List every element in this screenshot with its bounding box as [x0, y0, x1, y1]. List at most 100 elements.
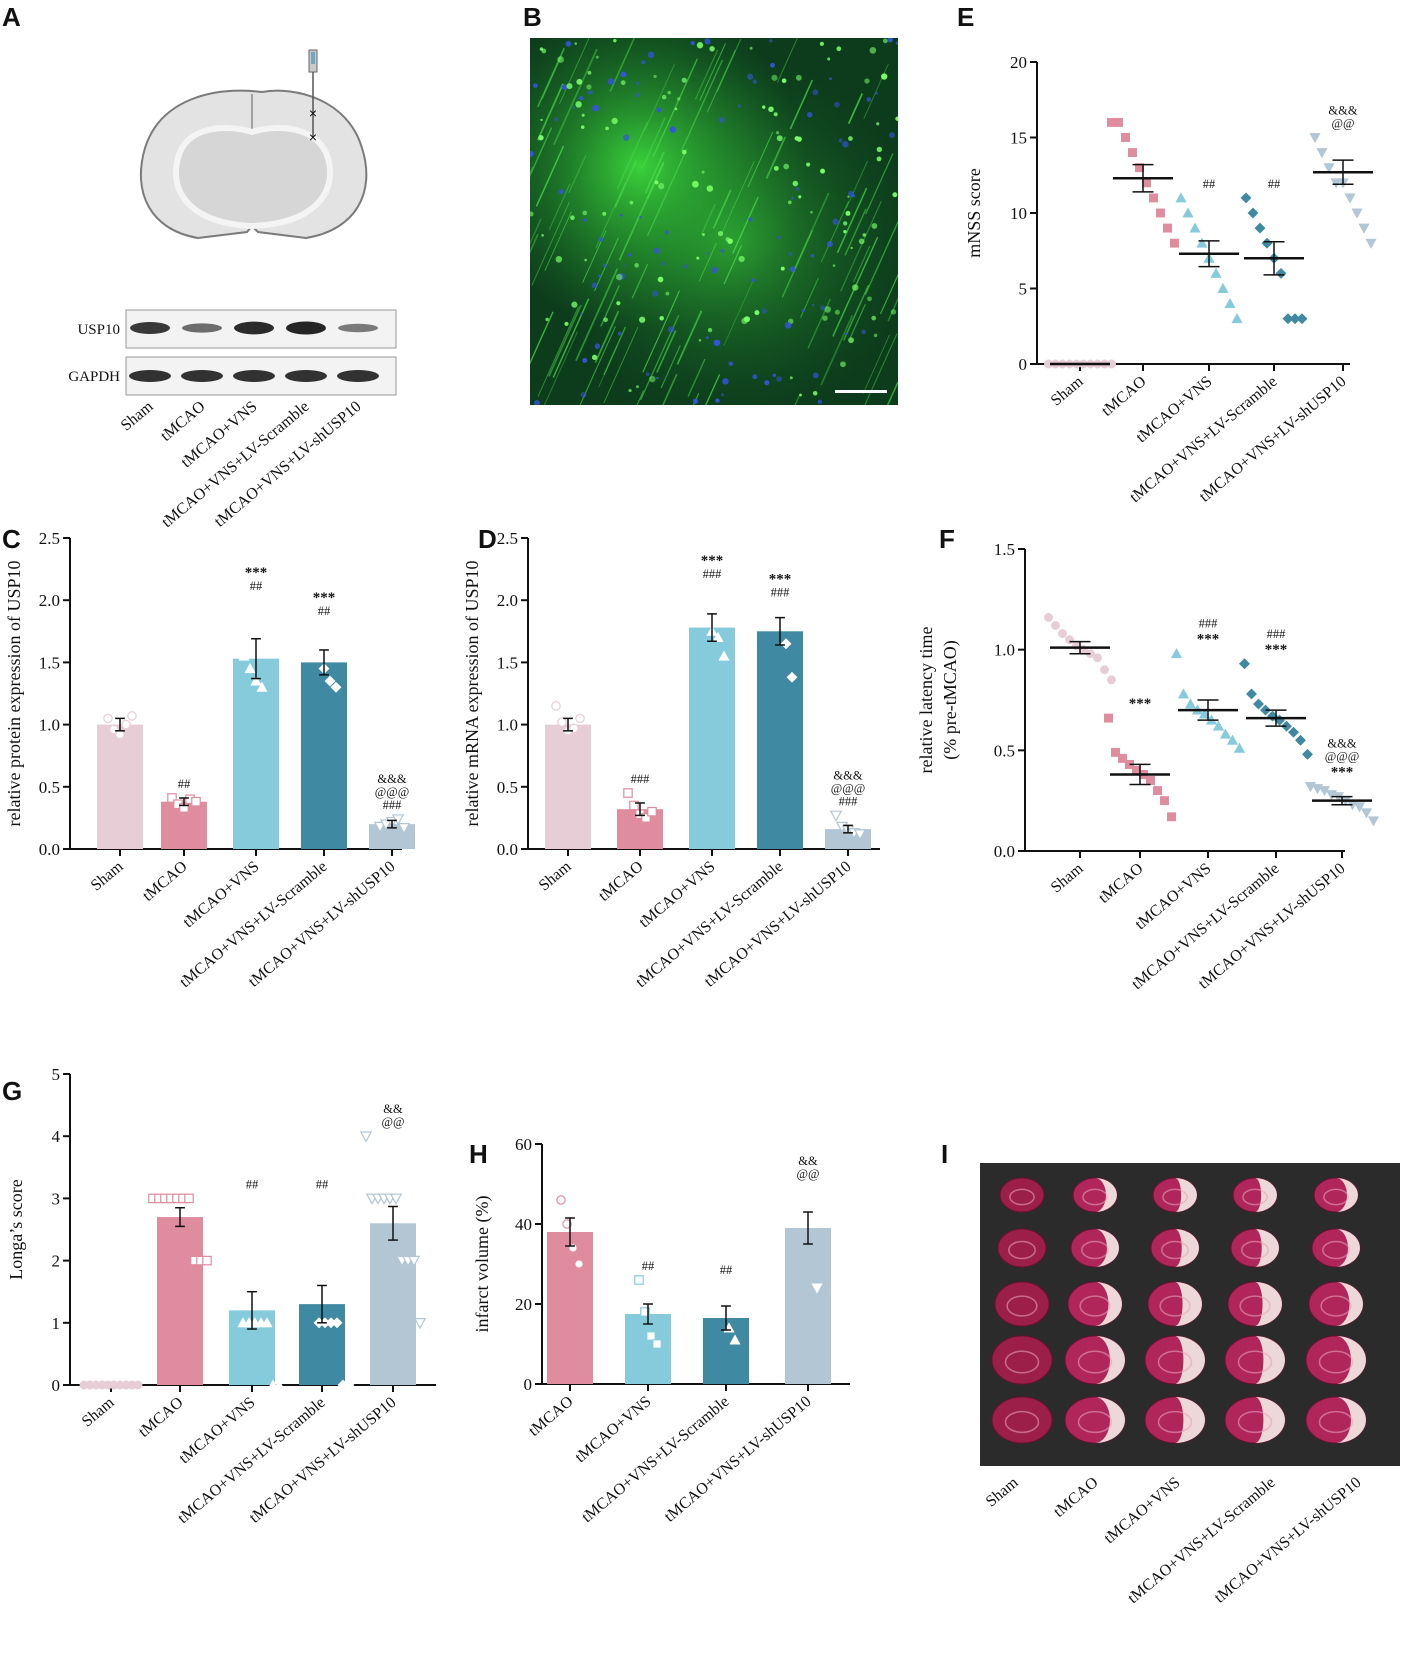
neurite	[843, 285, 870, 341]
significance-annotation: ###	[771, 585, 791, 599]
neurite	[568, 154, 587, 194]
significance-annotation: ***	[245, 565, 268, 581]
neurite	[603, 326, 627, 376]
y-tick-label: 1.0	[39, 716, 60, 735]
data-point	[811, 1283, 823, 1294]
neuron-soma	[819, 41, 825, 46]
neuron-soma	[773, 165, 779, 171]
svg-text:×: ×	[309, 129, 317, 145]
neuron-soma	[653, 74, 657, 79]
neuron-soma	[709, 46, 715, 52]
significance-annotation: ***	[701, 553, 724, 569]
gapdh-band	[337, 370, 379, 382]
infarct-region	[1336, 1282, 1363, 1326]
neuron-soma	[584, 258, 587, 262]
neurite	[644, 151, 665, 194]
y-tick-label: 20	[1010, 53, 1027, 72]
nucleus-dot	[530, 150, 534, 157]
blot-lane-label: Sham	[118, 398, 157, 435]
nucleus-dot	[845, 332, 848, 336]
neuron-soma	[822, 315, 828, 321]
neuron-soma	[781, 78, 787, 83]
brain-slice	[991, 1396, 1053, 1444]
data-point	[1245, 688, 1258, 700]
neuron-soma	[871, 223, 878, 229]
y-tick-label: 2.0	[39, 591, 60, 610]
neuron-soma	[681, 77, 687, 83]
panel-label-i: I	[941, 1139, 948, 1169]
data-point	[780, 638, 792, 650]
data-point	[700, 613, 712, 624]
nucleus-dot	[623, 264, 626, 267]
data-point	[121, 719, 131, 730]
neuron-soma	[798, 195, 802, 199]
bar	[689, 627, 735, 849]
bar	[785, 1228, 831, 1384]
neuron-soma	[895, 116, 898, 121]
neuron-soma	[876, 122, 880, 126]
nucleus-dot	[795, 187, 800, 191]
neurite	[548, 304, 582, 377]
data-point	[1365, 238, 1377, 249]
y-axis-label: mNSS score	[964, 168, 984, 258]
gapdh-blot-label: GAPDH	[68, 369, 120, 385]
panel-label-c: C	[2, 524, 21, 554]
significance-annotation: ##	[720, 1263, 733, 1277]
y-axis-label-line2: (% pre-tMCAO)	[940, 640, 961, 759]
neuron-soma	[858, 238, 865, 245]
data-point	[1330, 178, 1342, 189]
significance-annotation: ##	[318, 604, 331, 618]
fluorescence-micrograph	[530, 38, 898, 405]
bar	[233, 658, 279, 849]
white-matter	[1318, 1410, 1354, 1434]
scale-bar	[835, 390, 887, 393]
neuron-soma	[848, 136, 853, 141]
data-point	[1224, 297, 1236, 309]
data-point	[407, 1255, 421, 1268]
nucleus-dot	[812, 303, 815, 307]
neurite	[699, 43, 726, 101]
data-point	[1287, 726, 1300, 738]
significance-annotation: ##	[642, 1259, 655, 1273]
data-point	[289, 1192, 301, 1204]
x-tick-label: tMCAO	[525, 1393, 576, 1440]
data-point	[557, 717, 567, 727]
chart-usp10-protein: 0.0 0.5 1.0 1.5 2.0 2.5 relative protein expre…	[4, 529, 415, 991]
significance-annotation: ##	[1268, 177, 1281, 191]
data-point	[389, 1193, 403, 1205]
neuron-soma	[783, 163, 789, 170]
neuron-soma	[545, 317, 549, 322]
data-point	[1226, 734, 1239, 745]
neuron-soma	[538, 135, 544, 141]
usp10-blot-label: USP10	[77, 322, 120, 338]
neurite	[680, 59, 724, 152]
neuron-soma	[636, 385, 639, 389]
nucleus-dot	[704, 38, 711, 45]
neurite	[720, 160, 755, 236]
neuron-soma	[603, 317, 608, 323]
significance-annotation: ##	[246, 1177, 259, 1191]
neuron-soma	[575, 101, 582, 108]
nucleus-dot	[826, 241, 833, 248]
neurite	[603, 326, 639, 404]
neurite	[594, 237, 619, 292]
neuron-soma	[566, 83, 573, 90]
significance-annotation: ###	[383, 798, 403, 812]
neurite	[530, 218, 542, 245]
neurite	[535, 145, 565, 207]
y-tick-label: 1.0	[497, 716, 518, 735]
neuron-soma	[629, 200, 634, 205]
neuron-soma	[706, 185, 714, 192]
neurite	[694, 49, 719, 100]
nucleus-dot	[667, 326, 675, 333]
neurite	[705, 374, 721, 405]
data-point	[1114, 117, 1123, 127]
y-tick-label: 0	[524, 1375, 533, 1394]
data-point	[562, 1219, 572, 1229]
neurite	[862, 334, 890, 395]
bar	[301, 662, 347, 849]
y-tick-label: 0.0	[497, 840, 518, 859]
significance-annotation: &&&	[1327, 737, 1356, 751]
white-matter	[1157, 1410, 1193, 1434]
